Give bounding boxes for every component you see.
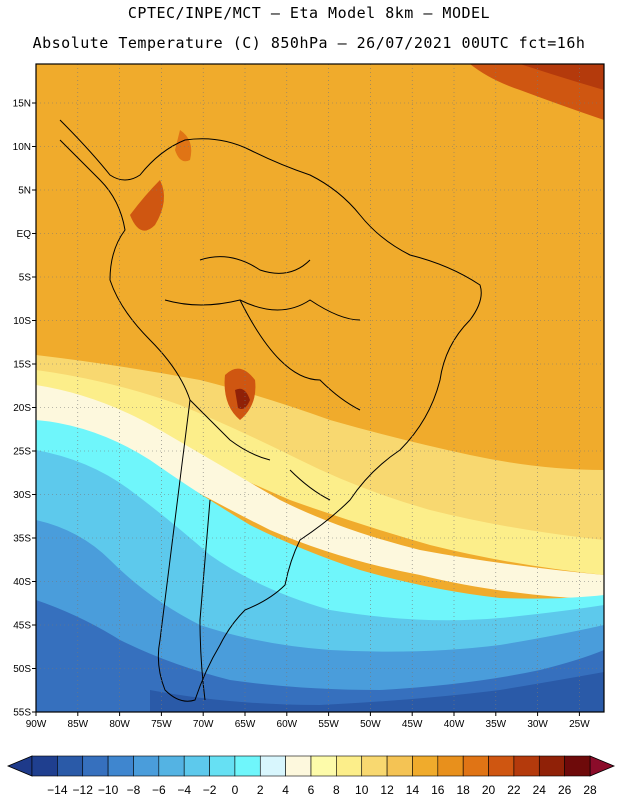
- colorbar-segment: [462, 755, 489, 777]
- lat-label: 25S: [13, 447, 31, 458]
- latitude-labels: 15N 10N 5N EQ 5S 10S 15S 20S 25S 30S 35S 40S 45S 50S 5…: [13, 99, 32, 719]
- colorbar-tick-label: 0: [232, 783, 239, 797]
- longitude-labels: 90W 85W 80W 75W 70W 65W 60W 55W 50W 45W 40W 35W 30W 2…: [26, 719, 591, 730]
- lon-label: 30W: [527, 719, 548, 730]
- colorbar-tick-label: 6: [308, 783, 315, 797]
- colorbar-segment: [209, 755, 236, 777]
- colorbar-segment: [183, 755, 210, 777]
- lat-label: 5N: [18, 186, 31, 197]
- colorbar-tick-label: −4: [177, 783, 191, 797]
- colorbar-segment: [361, 755, 388, 777]
- lat-label: 55S: [13, 708, 31, 719]
- coastlines: [59, 119, 482, 702]
- colorbar-tick-label: −6: [152, 783, 166, 797]
- lon-label: 90W: [26, 719, 47, 730]
- colorbar-tick-label: 14: [406, 783, 420, 797]
- colorbar-segment: [310, 755, 337, 777]
- colorbar-tick-label: 22: [507, 783, 521, 797]
- lat-label: 15S: [13, 360, 31, 371]
- colorbar-tick-label: 28: [583, 783, 597, 797]
- colorbar-segment: [488, 755, 515, 777]
- colorbar-segment: [437, 755, 464, 777]
- lat-label: 30S: [13, 490, 31, 501]
- colorbar-segment: [513, 755, 540, 777]
- lon-label: 65W: [235, 719, 256, 730]
- lon-label: 45W: [402, 719, 423, 730]
- colorbar-segment: [107, 755, 134, 777]
- colorbar-tick-label: −12: [73, 783, 94, 797]
- colorbar-under-arrow: [6, 755, 33, 777]
- lat-label: 20S: [13, 403, 31, 414]
- colorbar-segment: [158, 755, 185, 777]
- colorbar-segment: [285, 755, 312, 777]
- graticule: [32, 64, 604, 716]
- colorbar-tick-label: −10: [98, 783, 119, 797]
- colorbar-tick-label: 16: [431, 783, 445, 797]
- colorbar-tick-label: −2: [203, 783, 217, 797]
- title-line-2: Absolute Temperature (C) 850hPa – 26/07/…: [32, 34, 586, 52]
- colorbar-tick-label: 20: [482, 783, 496, 797]
- colorbar-segment: [336, 755, 363, 777]
- lat-label: 45S: [13, 621, 31, 632]
- map-frame: [35, 63, 605, 713]
- lon-label: 25W: [569, 719, 590, 730]
- lon-label: 75W: [151, 719, 172, 730]
- lon-label: 60W: [277, 719, 298, 730]
- colorbar-segment: [564, 755, 591, 777]
- colorbar-segment: [259, 755, 286, 777]
- lat-label: 35S: [13, 534, 31, 545]
- lon-label: 35W: [486, 719, 507, 730]
- lon-label: 55W: [318, 719, 339, 730]
- colorbar-tick-label: 26: [558, 783, 572, 797]
- title-line-1: CPTEC/INPE/MCT – Eta Model 8km – MODEL: [127, 4, 491, 22]
- colorbar-tick-label: 2: [257, 783, 264, 797]
- colorbar-tick-label: −8: [127, 783, 141, 797]
- colorbar-segment: [82, 755, 109, 777]
- colorbar-tick-label: 18: [457, 783, 471, 797]
- colorbar-segment: [386, 755, 413, 777]
- lon-label: 85W: [68, 719, 89, 730]
- lat-label: 5S: [19, 273, 32, 284]
- colorbar-tick-label: 10: [355, 783, 369, 797]
- colorbar-segment: [538, 755, 565, 777]
- lat-label: 50S: [13, 664, 31, 675]
- colorbar-tick-label: 8: [333, 783, 340, 797]
- lat-label: 40S: [13, 577, 31, 588]
- colorbar-segment: [31, 755, 58, 777]
- colorbar-segment: [234, 755, 261, 777]
- lat-label: EQ: [17, 229, 32, 240]
- colorbar: −14 −12 −10 −8 −6 −4 −2 0 2 4 6 8 10 12 14 16 18 20 22 24 26…: [6, 755, 616, 797]
- colorbar-tick-label: 24: [533, 783, 547, 797]
- colorbar-over-arrow: [589, 755, 616, 777]
- lat-label: 15N: [13, 99, 31, 110]
- lon-label: 40W: [444, 719, 465, 730]
- lat-label: 10N: [13, 142, 31, 153]
- colorbar-tick-label: −14: [47, 783, 68, 797]
- lon-label: 70W: [193, 719, 214, 730]
- colorbar-tick-label: 12: [380, 783, 394, 797]
- colorbar-segment: [133, 755, 160, 777]
- colorbar-tick-label: 4: [282, 783, 289, 797]
- lon-label: 50W: [360, 719, 381, 730]
- lat-label: 10S: [13, 316, 31, 327]
- temperature-field: [36, 64, 604, 712]
- colorbar-segment: [412, 755, 439, 777]
- lon-label: 80W: [109, 719, 130, 730]
- colorbar-segment: [57, 755, 84, 777]
